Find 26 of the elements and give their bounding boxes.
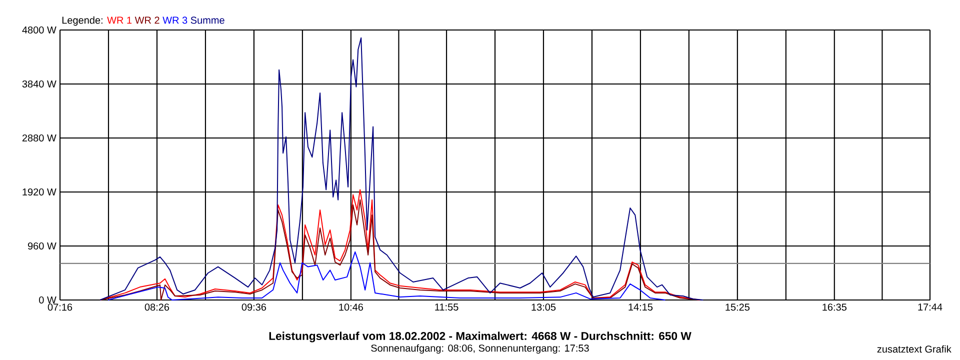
y-tick-label: 4800 W: [22, 26, 56, 34]
text: Summe: [190, 16, 224, 24]
line-series: [100, 37, 704, 300]
x-tick-label: 15:25: [726, 304, 750, 311]
text: Leistungsverlauf vom 18.02.2002 - Maximalwert: 4668 W - Durchschnitt: 650 W: [269, 332, 692, 342]
legend-title: Legende:: [62, 16, 102, 26]
y-tick-label: 3840 W: [22, 80, 56, 88]
x-tick-label: 16:35: [822, 304, 846, 311]
text: WR 1: [107, 16, 132, 24]
x-tick-label: 17:44: [918, 304, 942, 310]
y-tick-label: 0 W: [39, 296, 56, 304]
text: WR 2: [134, 16, 160, 24]
x-tick-label: 14:15: [628, 304, 653, 311]
text: Sonnenaufgang: 08:06, Sonnenuntergang: 17:53: [371, 344, 589, 354]
x-tick-label: 09:36: [242, 304, 266, 311]
y-tick-label: 1920 W: [22, 188, 56, 196]
x-tick-label: 08:26: [144, 304, 170, 311]
x-tick-label: 07:16: [48, 304, 72, 311]
text: WR 3: [162, 16, 188, 24]
x-tick-label: 11:55: [435, 304, 458, 311]
x-tick-label: 13:05: [532, 304, 556, 311]
y-tick-label: 960 W: [28, 242, 56, 250]
text: zusatztext Grafik: [877, 345, 952, 353]
x-tick-label: 10:46: [339, 304, 364, 311]
line-series: [108, 251, 666, 300]
y-tick-label: 2880 W: [22, 134, 56, 142]
